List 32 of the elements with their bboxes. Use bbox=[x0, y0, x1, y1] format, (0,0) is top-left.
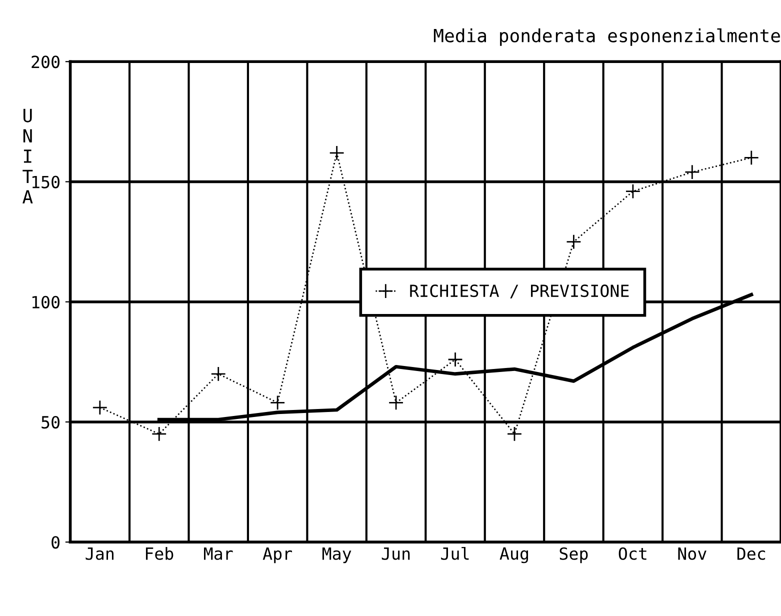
point bbox=[151, 426, 167, 442]
x-tick-label: Jul bbox=[441, 546, 469, 560]
point bbox=[566, 234, 582, 250]
x-tick-label: May bbox=[322, 548, 352, 564]
y-tick-label: 0 bbox=[52, 536, 60, 549]
point bbox=[744, 150, 760, 166]
point bbox=[448, 352, 463, 368]
y-tick-label: 150 bbox=[32, 176, 60, 188]
x-tick-label: Nov bbox=[678, 548, 706, 560]
x-tick-label: Mar bbox=[204, 548, 233, 560]
x-tick-label: Feb bbox=[146, 547, 174, 560]
x-tick-label: Aug bbox=[500, 547, 528, 564]
point bbox=[388, 395, 404, 410]
x-tick-label: Jan bbox=[86, 548, 114, 560]
x-tick-label: Apr bbox=[262, 548, 292, 564]
point bbox=[210, 366, 226, 382]
x-tick-label: Sep bbox=[560, 547, 588, 564]
x-tick-label: Jun bbox=[382, 548, 410, 560]
point bbox=[270, 395, 286, 410]
point bbox=[329, 145, 344, 161]
y-tick-label: 50 bbox=[42, 416, 60, 429]
point bbox=[625, 184, 641, 199]
x-tick-label: Oct bbox=[618, 547, 646, 560]
y-tick-label: 100 bbox=[32, 296, 60, 308]
chart-title: Media ponderata esponenzialmente bbox=[434, 28, 780, 46]
point bbox=[506, 426, 522, 442]
legend-label: RICHIESTA / PREVISIONE bbox=[410, 284, 629, 298]
x-tick-label: Dec bbox=[737, 548, 766, 560]
y-tick-label: 200 bbox=[32, 56, 60, 68]
y-axis-title: UNITA bbox=[22, 108, 33, 204]
point bbox=[684, 164, 700, 180]
point bbox=[92, 400, 108, 416]
